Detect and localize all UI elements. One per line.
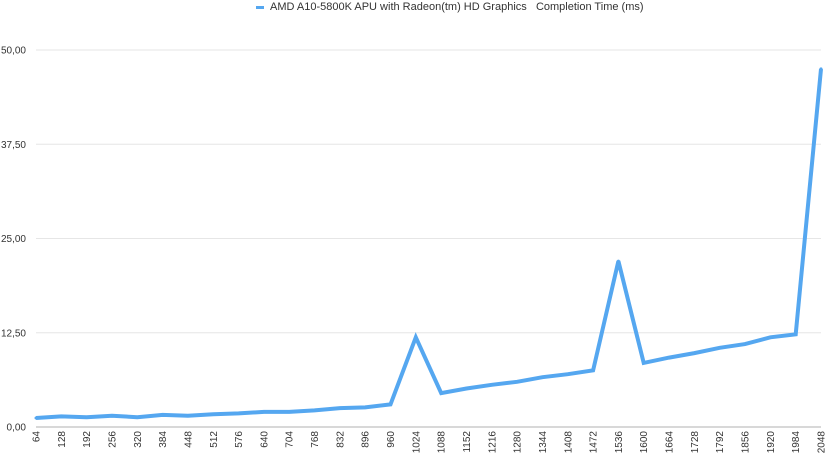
data-point	[667, 356, 671, 360]
data-point	[566, 372, 570, 376]
x-tick-label: 1152	[462, 431, 473, 453]
x-tick-label: 1664	[665, 431, 676, 454]
x-tick-label: 1984	[791, 431, 802, 454]
x-tick-label: 1024	[411, 431, 422, 454]
y-tick-label: 12,50	[1, 328, 26, 339]
x-tick-label: 320	[133, 431, 144, 448]
x-tick-label: 1088	[437, 431, 448, 454]
data-point	[743, 342, 747, 346]
chart-legend: AMD A10-5800K APU with Radeon(tm) HD Gra…	[256, 0, 644, 14]
x-tick-label: 1216	[487, 431, 498, 454]
x-tick-label: 576	[234, 431, 245, 448]
data-point	[464, 387, 468, 391]
data-point	[287, 410, 291, 414]
data-point	[237, 411, 241, 415]
legend-swatch	[256, 5, 264, 9]
y-tick-label: 50,00	[1, 46, 26, 57]
x-tick-label: 704	[285, 431, 296, 448]
data-point	[642, 361, 646, 365]
data-point	[389, 402, 393, 406]
data-point	[439, 391, 443, 395]
x-tick-label: 1920	[766, 431, 777, 454]
x-tick-label: 1728	[690, 431, 701, 454]
x-tick-label: 960	[386, 431, 397, 448]
data-point	[135, 415, 139, 419]
x-tick-label: 2048	[817, 431, 827, 454]
x-axis: 64 128 192 256 320 384 448 512 576 640 704 768 832 89…	[32, 431, 827, 454]
x-tick-label: 512	[209, 431, 220, 448]
x-tick-label: 640	[259, 431, 270, 448]
x-tick-label: 1856	[741, 431, 752, 454]
x-tick-label: 1792	[715, 431, 726, 454]
series-layer	[34, 67, 823, 420]
data-point	[794, 332, 798, 336]
data-point	[616, 259, 620, 263]
x-tick-label: 896	[361, 431, 372, 448]
x-tick-label: 256	[107, 431, 118, 448]
y-tick-label: 0,00	[7, 423, 27, 434]
data-point	[110, 414, 114, 418]
data-point	[515, 380, 519, 384]
data-point	[186, 414, 190, 418]
x-tick-label: 1408	[563, 431, 574, 454]
x-tick-label: 1472	[589, 431, 600, 454]
data-point	[540, 375, 544, 379]
data-point	[414, 335, 418, 339]
data-point	[161, 413, 165, 417]
data-point	[34, 416, 38, 420]
x-tick-label: 1536	[614, 431, 625, 454]
x-tick-label: 128	[57, 431, 68, 448]
data-point	[768, 335, 772, 339]
x-tick-label: 1344	[538, 431, 549, 454]
data-point	[262, 410, 266, 414]
y-tick-label: 25,00	[1, 234, 26, 245]
data-point	[59, 414, 63, 418]
x-tick-label: 192	[82, 431, 93, 448]
data-point	[211, 412, 215, 416]
x-tick-label: 832	[335, 431, 346, 448]
x-tick-label: 448	[183, 431, 194, 448]
x-tick-label: 1280	[513, 431, 524, 454]
data-point	[692, 351, 696, 355]
x-tick-label: 1600	[639, 431, 650, 454]
data-point	[85, 415, 89, 419]
data-point	[313, 408, 317, 412]
x-tick-label: 768	[310, 431, 321, 448]
x-tick-label: 384	[158, 431, 169, 448]
data-point	[363, 405, 367, 409]
data-point	[591, 368, 595, 372]
data-point	[819, 67, 823, 71]
y-tick-label: 37,50	[1, 140, 26, 151]
series-line	[35, 68, 823, 420]
x-tick-label: 64	[32, 431, 43, 443]
data-point	[490, 383, 494, 387]
data-point	[338, 406, 342, 410]
data-point	[718, 346, 722, 350]
legend-label: AMD A10-5800K APU with Radeon(tm) HD Gra…	[270, 1, 644, 13]
gridlines	[36, 49, 821, 428]
y-axis: 0,00 12,50 25,00 37,50 50,00	[1, 46, 26, 434]
